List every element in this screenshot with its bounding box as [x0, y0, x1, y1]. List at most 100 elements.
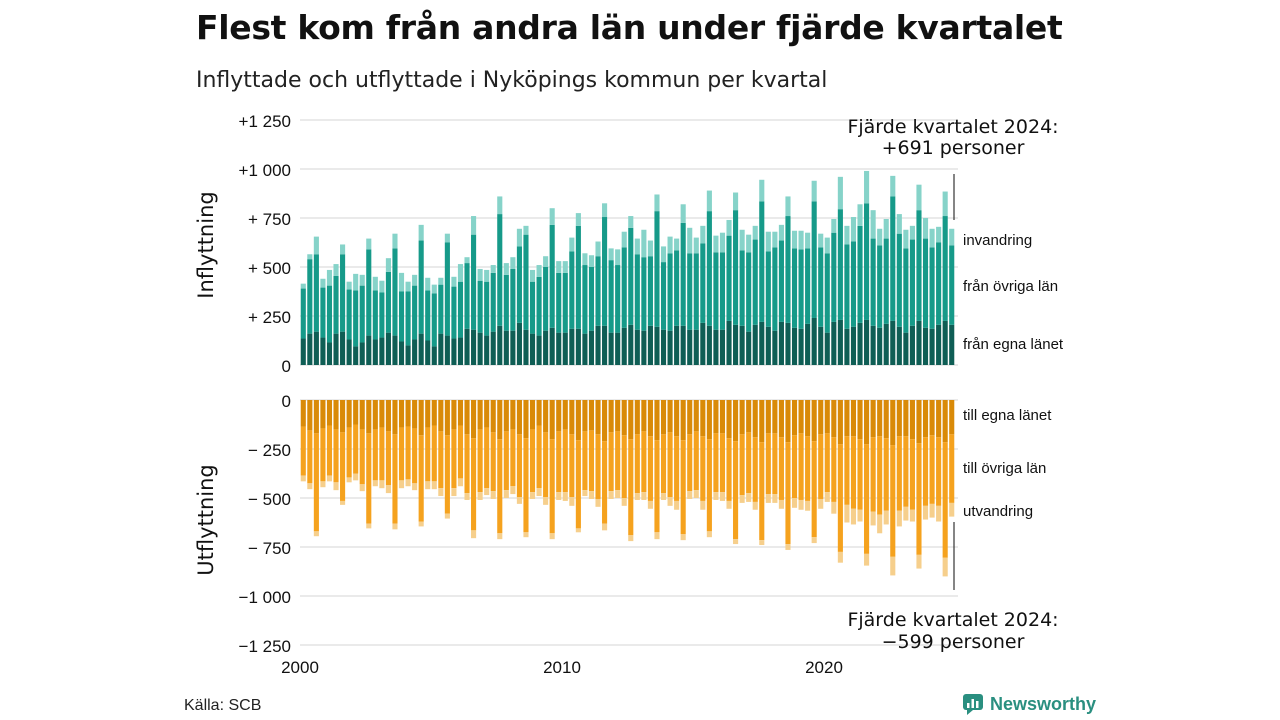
bar-in-egna	[818, 326, 824, 365]
bar-out-egna	[870, 400, 876, 438]
y-tick-label: − 750	[248, 539, 291, 558]
bar-out-ovriga	[608, 432, 614, 492]
bar-in-ovriga	[798, 249, 804, 329]
bar-out-ovriga	[536, 425, 542, 489]
bar-in-ovriga	[346, 289, 352, 340]
bar-in-egna	[418, 333, 424, 365]
bar-out-utvandring	[687, 491, 693, 499]
bar-out-egna	[615, 400, 621, 432]
bar-out-egna	[405, 400, 411, 427]
bar-out-ovriga	[726, 438, 732, 501]
bar-out-utvandring	[490, 491, 496, 499]
bar-out-ovriga	[510, 429, 516, 487]
bar-in-invandring	[326, 269, 333, 286]
bar-in-invandring	[778, 224, 784, 241]
bar-in-ovriga	[654, 211, 660, 327]
y-tick-label: + 750	[248, 210, 291, 229]
bar-in-invandring	[647, 240, 653, 257]
bar-out-utvandring	[733, 539, 739, 545]
bar-out-ovriga	[922, 437, 929, 506]
y-tick-label: +1 250	[239, 112, 291, 131]
bar-in-ovriga	[615, 265, 621, 333]
bar-out-egna	[444, 400, 450, 436]
bar-in-egna	[471, 329, 477, 365]
bar-out-ovriga	[353, 424, 359, 474]
bar-out-egna	[320, 400, 326, 429]
bar-in-invandring	[831, 218, 837, 233]
bar-in-egna	[942, 320, 948, 365]
bar-out-egna	[778, 400, 784, 438]
bar-out-egna	[307, 400, 313, 431]
brand-logo[interactable]: Newsworthy	[962, 693, 1096, 715]
bar-out-utvandring	[379, 480, 385, 489]
bar-in-invandring	[837, 176, 843, 210]
bar-in-invandring	[451, 276, 457, 287]
bar-out-utvandring	[811, 537, 817, 544]
bar-out-utvandring	[471, 530, 477, 539]
bar-out-ovriga	[674, 436, 680, 501]
bar-in-ovriga	[516, 246, 522, 323]
bar-in-egna	[687, 329, 693, 365]
bar-out-egna	[811, 400, 817, 442]
bar-out-ovriga	[366, 433, 372, 524]
bar-out-egna	[693, 400, 699, 432]
bar-in-ovriga	[641, 257, 647, 331]
bar-out-utvandring	[674, 500, 680, 510]
bar-out-utvandring	[746, 493, 752, 502]
bar-in-ovriga	[300, 288, 306, 339]
bar-out-ovriga	[457, 425, 464, 479]
bar-in-invandring	[654, 194, 660, 212]
bar-in-invandring	[359, 274, 365, 286]
bar-in-ovriga	[785, 216, 791, 323]
bar-in-egna	[674, 325, 680, 365]
bar-out-utvandring	[313, 531, 319, 537]
bar-out-egna	[719, 400, 726, 434]
bar-in-ovriga	[392, 248, 398, 336]
bar-out-utvandring	[621, 498, 627, 506]
bar-out-ovriga	[903, 436, 909, 507]
bar-in-invandring	[759, 179, 765, 202]
bar-out-utvandring	[772, 494, 778, 503]
bar-out-utvandring	[922, 505, 929, 520]
legend-label-in: invandring	[963, 232, 1032, 249]
bar-out-ovriga	[733, 441, 739, 540]
bar-in-egna	[837, 319, 843, 365]
bar-in-egna	[870, 325, 876, 365]
bar-out-egna	[484, 400, 490, 428]
bar-in-invandring	[379, 280, 385, 293]
bar-in-invandring	[529, 269, 536, 282]
bar-out-egna	[562, 400, 568, 430]
bar-out-egna	[621, 400, 627, 436]
bar-out-utvandring	[739, 495, 745, 503]
bar-in-egna	[765, 326, 771, 365]
bar-in-invandring	[772, 231, 778, 248]
bar-out-ovriga	[418, 435, 424, 522]
bar-in-egna	[326, 342, 333, 365]
bar-in-egna	[313, 331, 319, 365]
bar-out-utvandring	[752, 501, 758, 510]
bar-out-ovriga	[798, 433, 804, 500]
bar-in-ovriga	[791, 248, 798, 328]
bar-in-egna	[798, 328, 804, 365]
bar-out-utvandring	[412, 483, 418, 491]
bar-in-invandring	[523, 225, 529, 235]
bar-out-ovriga	[326, 425, 333, 476]
bar-in-ovriga	[372, 290, 378, 340]
bar-in-egna	[431, 346, 437, 365]
bar-out-utvandring	[837, 551, 843, 563]
bar-in-egna	[602, 325, 608, 365]
bar-out-egna	[687, 400, 693, 435]
bar-in-egna	[785, 322, 791, 365]
bar-out-ovriga	[307, 430, 313, 484]
bar-out-utvandring	[392, 523, 398, 530]
bar-in-egna	[726, 320, 732, 365]
bar-in-egna	[929, 328, 935, 365]
y-tick-label: 0	[282, 392, 291, 411]
bar-out-egna	[418, 400, 424, 436]
bar-out-utvandring	[516, 497, 522, 504]
bar-in-ovriga	[444, 242, 450, 336]
bar-out-ovriga	[706, 439, 712, 532]
bar-out-egna	[818, 400, 824, 435]
bar-in-invandring	[713, 235, 719, 253]
bar-out-ovriga	[562, 429, 568, 493]
